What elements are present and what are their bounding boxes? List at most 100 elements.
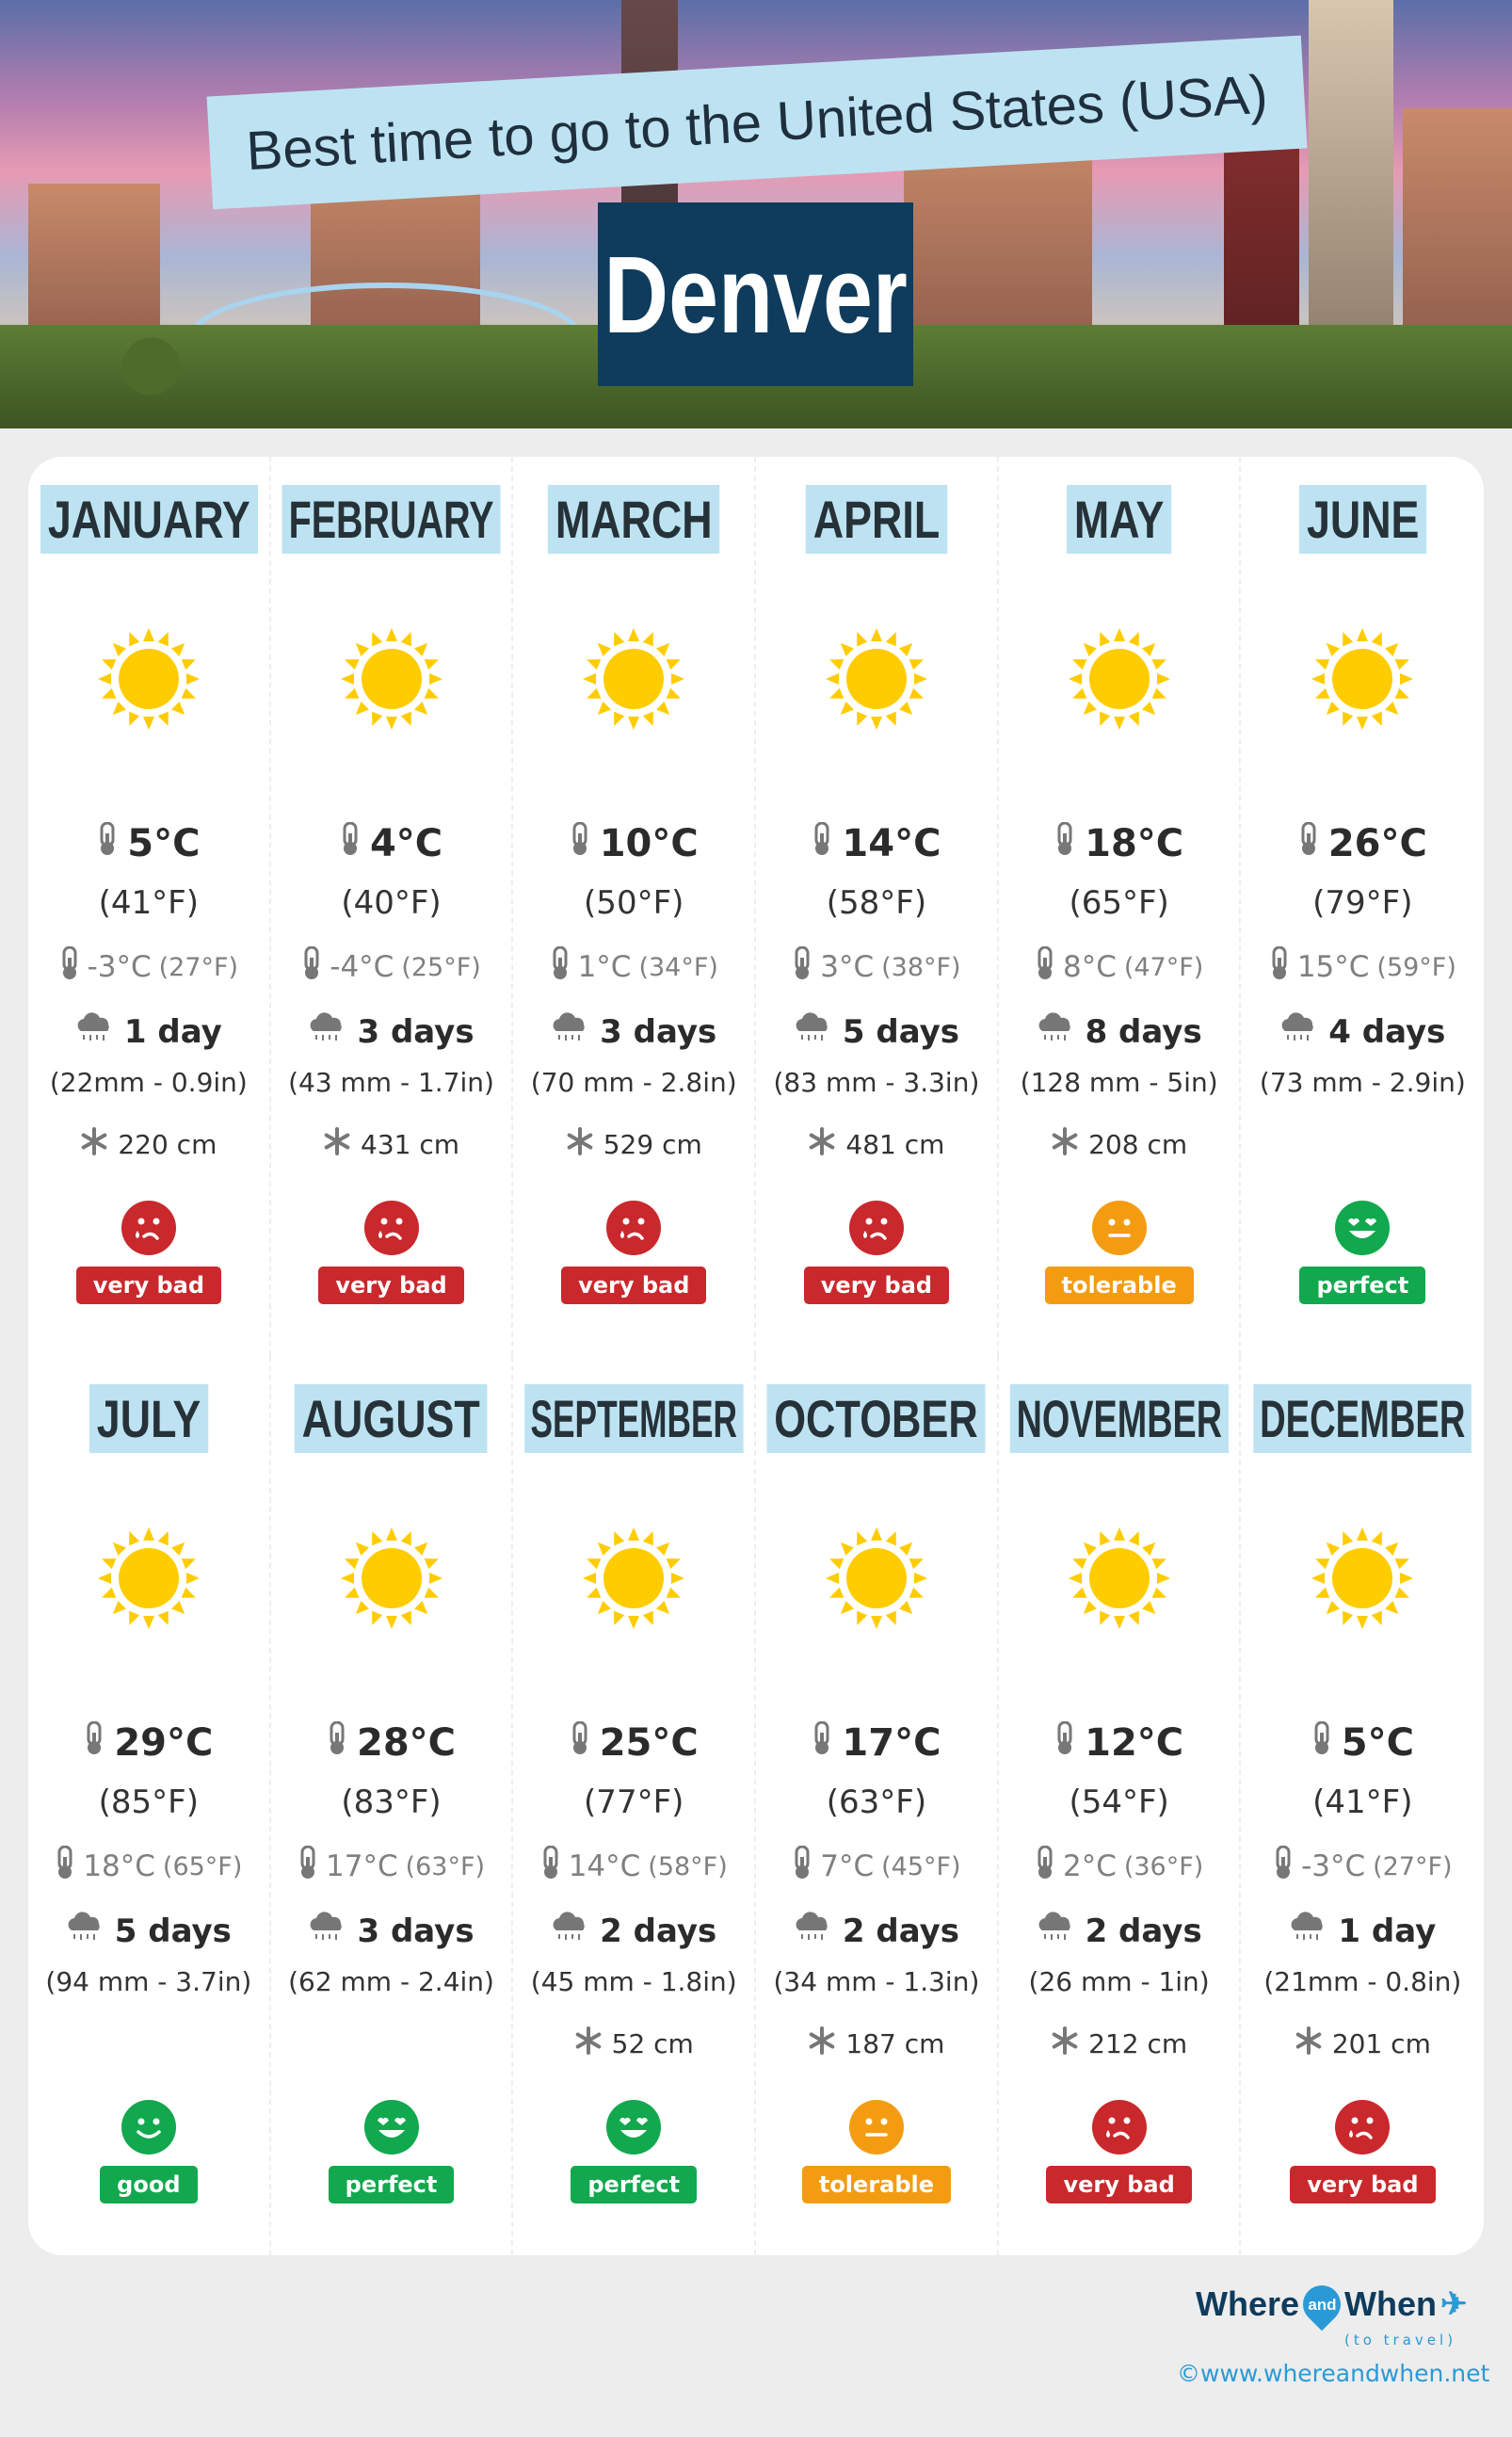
rain-amount: (43 mm - 1.7in)	[288, 1067, 494, 1098]
rain-days: 3 days	[271, 1012, 512, 1051]
low-temp: 18°C (65°F)	[28, 1845, 269, 1887]
rain-amount: (26 mm - 1in)	[1028, 1966, 1210, 1997]
high-temp: 26°C	[1242, 821, 1485, 865]
rain-cloud-icon	[308, 1012, 346, 1051]
high-temp-f: (79°F)	[1312, 884, 1413, 922]
rating-badge: very bad	[318, 1267, 464, 1304]
rain-days: 8 days	[999, 1012, 1240, 1051]
snow: 481 cm	[756, 1127, 997, 1162]
rain-cloud-icon	[1289, 1912, 1327, 1950]
thermometer-low-icon	[298, 1845, 318, 1887]
rain-days: 1 day	[28, 1012, 269, 1051]
low-temp: 15°C (59°F)	[1242, 945, 1485, 988]
snow: 529 cm	[513, 1127, 754, 1162]
rain-days: 2 days	[756, 1912, 997, 1950]
thermometer-icon	[812, 821, 832, 865]
snowflake-icon	[574, 2026, 603, 2061]
rating-badge: very bad	[803, 1267, 950, 1304]
rain-amount: (21mm - 0.8in)	[1263, 1966, 1462, 1997]
low-temp: -3°C (27°F)	[1242, 1845, 1485, 1887]
month-label: SEPTEMBER	[513, 1384, 754, 1453]
thermometer-low-icon	[792, 1845, 812, 1887]
month-label: JANUARY	[28, 485, 269, 554]
thermometer-icon	[1311, 1720, 1332, 1765]
rain-cloud-icon	[794, 1912, 831, 1950]
thermometer-low-icon	[1273, 1845, 1294, 1887]
rain-days: 5 days	[28, 1912, 269, 1950]
thermometer-icon	[570, 821, 590, 865]
high-temp-f: (50°F)	[584, 884, 684, 922]
high-temp: 28°C	[271, 1720, 512, 1765]
rating-badge: very bad	[1290, 2166, 1436, 2203]
month-label: DECEMBER	[1242, 1384, 1485, 1453]
crying-face-icon	[121, 1201, 176, 1255]
rating-badge: very bad	[561, 1267, 707, 1304]
month-card-april: APRIL 14°C (58°F) 3°C (38°F) 5 days (83 m…	[756, 457, 999, 1356]
city-name: Denver	[598, 202, 913, 386]
snow: 212 cm	[999, 2026, 1240, 2061]
sun-icon	[581, 626, 686, 732]
rain-amount: (45 mm - 1.8in)	[530, 1966, 737, 1997]
crying-face-icon	[1091, 2100, 1147, 2155]
rain-cloud-icon	[1037, 1912, 1074, 1950]
month-card-july: JULY 29°C (85°F) 18°C (65°F) 5 days (94 m…	[28, 1356, 271, 2255]
high-temp: 10°C	[513, 821, 754, 865]
month-label: FEBRUARY	[271, 485, 512, 554]
snowflake-icon	[808, 1127, 836, 1162]
rain-days: 4 days	[1242, 1012, 1485, 1051]
smiling-face-icon	[121, 2100, 176, 2155]
rain-amount: (62 mm - 2.4in)	[288, 1966, 494, 1997]
rain-cloud-icon	[75, 1012, 113, 1051]
sun-icon	[824, 1525, 929, 1631]
rating-badge: perfect	[328, 2166, 455, 2203]
rain-cloud-icon	[66, 1912, 104, 1950]
rain-cloud-icon	[1279, 1012, 1317, 1051]
high-temp-f: (40°F)	[341, 884, 442, 922]
low-temp: 3°C (38°F)	[756, 945, 997, 988]
logo[interactable]: Where and When ✈	[1196, 2277, 1488, 2332]
sun-icon	[96, 1525, 201, 1631]
rating-badge: tolerable	[801, 2166, 952, 2203]
thermometer-icon	[340, 821, 361, 865]
rating-badge: good	[100, 2166, 198, 2203]
rain-amount: (73 mm - 2.9in)	[1259, 1067, 1466, 1098]
hero-banner: Best time to go to the United States (US…	[0, 0, 1512, 428]
high-temp: 25°C	[513, 1720, 754, 1765]
snow: 220 cm	[28, 1127, 269, 1162]
sun-icon	[581, 1525, 686, 1631]
month-card-november: NOVEMBER 12°C (54°F) 2°C (36°F) 2 days (2…	[999, 1356, 1242, 2255]
snow: 431 cm	[271, 1127, 512, 1162]
high-temp: 5°C	[28, 821, 269, 865]
snow: 201 cm	[1242, 2026, 1485, 2061]
high-temp-f: (83°F)	[341, 1783, 442, 1821]
thermometer-low-icon	[540, 1845, 561, 1887]
high-temp-f: (41°F)	[98, 884, 200, 922]
heart-eyes-face-icon	[606, 2100, 662, 2155]
pin-icon: and	[1295, 2277, 1349, 2332]
airplane-icon: ✈	[1440, 2286, 1468, 2322]
rain-days: 3 days	[513, 1012, 754, 1051]
month-card-august: AUGUST 28°C (83°F) 17°C (63°F) 3 days (62…	[271, 1356, 514, 2255]
month-card-june: JUNE 26°C (79°F) 15°C (59°F) 4 days (73 m…	[1242, 457, 1485, 1356]
month-label: OCTOBER	[756, 1384, 997, 1453]
rain-cloud-icon	[551, 1012, 588, 1051]
thermometer-icon	[97, 821, 118, 865]
snowflake-icon	[1051, 1127, 1079, 1162]
rating-badge: tolerable	[1044, 1267, 1194, 1304]
low-temp: 2°C (36°F)	[999, 1845, 1240, 1887]
high-temp: 18°C	[999, 821, 1240, 865]
high-temp-f: (58°F)	[826, 884, 927, 922]
thermometer-icon	[327, 1720, 347, 1765]
rating-badge: perfect	[1299, 1267, 1426, 1304]
snowflake-icon	[1295, 2026, 1323, 2061]
high-temp: 14°C	[756, 821, 997, 865]
rain-cloud-icon	[308, 1912, 346, 1950]
high-temp: 29°C	[28, 1720, 269, 1765]
thermometer-low-icon	[550, 945, 571, 988]
page-title: Best time to go to the United States (US…	[206, 35, 1308, 210]
snow: 208 cm	[999, 1127, 1240, 1162]
rating-badge: very bad	[75, 1267, 221, 1304]
thermometer-icon	[570, 1720, 590, 1765]
website-link[interactable]: ©www.whereandwhen.net	[1177, 2360, 1490, 2387]
thermometer-low-icon	[55, 1845, 75, 1887]
